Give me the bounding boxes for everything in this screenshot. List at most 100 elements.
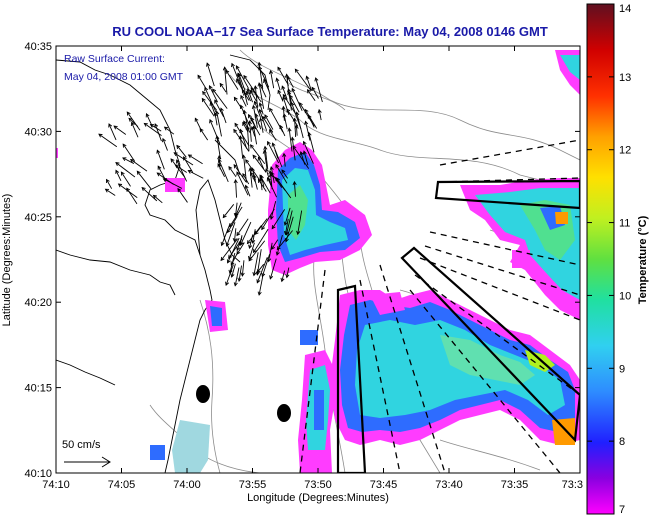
current-vector bbox=[98, 133, 118, 148]
current-vector bbox=[255, 113, 262, 130]
current-vector bbox=[303, 151, 309, 166]
current-vector bbox=[305, 121, 311, 141]
current-vector bbox=[115, 162, 136, 178]
current-vector bbox=[277, 67, 290, 86]
current-vector bbox=[249, 234, 254, 249]
current-vector bbox=[241, 260, 245, 276]
current-vector-head bbox=[248, 113, 252, 119]
current-vector bbox=[263, 79, 270, 92]
current-vector bbox=[258, 273, 264, 296]
current-vector-head bbox=[281, 169, 286, 174]
current-vector-head bbox=[290, 136, 295, 141]
current-vector-head bbox=[228, 165, 233, 171]
current-vector bbox=[260, 118, 264, 133]
current-vector bbox=[177, 188, 188, 203]
current-vector bbox=[318, 109, 322, 121]
current-vector-head bbox=[187, 170, 192, 174]
current-vector-head bbox=[236, 231, 241, 237]
current-vector-head bbox=[149, 123, 155, 128]
current-vector-head bbox=[284, 73, 289, 78]
current-vector-head bbox=[257, 156, 262, 161]
y-axis-label: Latitude (Degrees:Minutes) bbox=[1, 194, 13, 327]
current-vector-head bbox=[289, 94, 294, 99]
current-vector bbox=[236, 218, 249, 236]
current-vector-head bbox=[236, 171, 241, 176]
x-tick-label: 74:10 bbox=[42, 479, 70, 491]
current-vector bbox=[269, 108, 284, 133]
current-vector-head bbox=[251, 239, 256, 244]
current-vector-head bbox=[281, 85, 286, 90]
current-vector-head bbox=[269, 275, 274, 280]
current-vector-head bbox=[253, 248, 257, 254]
current-vector bbox=[113, 125, 127, 135]
current-vector bbox=[281, 270, 286, 282]
current-vector bbox=[267, 141, 280, 164]
current-vector bbox=[218, 159, 229, 183]
legend-line-2: May 04, 2008 01:00 GMT bbox=[64, 71, 184, 83]
current-vector-head bbox=[176, 159, 180, 164]
current-vector-head bbox=[187, 154, 193, 159]
x-tick-label: 73:55 bbox=[239, 479, 267, 491]
current-vector bbox=[240, 221, 252, 246]
current-vector bbox=[287, 76, 294, 88]
colorbar-tick-label: 8 bbox=[619, 436, 625, 448]
x-tick-label: 73:45 bbox=[370, 479, 398, 491]
current-vector-head bbox=[239, 128, 244, 134]
current-vector-head bbox=[136, 170, 141, 175]
current-vector bbox=[118, 183, 138, 198]
current-vector bbox=[286, 108, 299, 127]
current-vector bbox=[241, 89, 250, 101]
current-vector-head bbox=[156, 149, 161, 154]
y-tick-label: 40:20 bbox=[24, 297, 52, 309]
current-vector-head bbox=[258, 66, 263, 71]
current-vector bbox=[264, 114, 274, 130]
current-vector-head bbox=[233, 96, 238, 101]
current-vector bbox=[144, 123, 162, 136]
legend-line-1: Raw Surface Current: bbox=[64, 53, 165, 65]
current-vector-head bbox=[130, 121, 135, 127]
current-vector-head bbox=[246, 87, 251, 93]
current-vector-head bbox=[115, 169, 120, 174]
current-vector-head bbox=[287, 127, 292, 132]
current-vector bbox=[126, 111, 141, 131]
current-vector bbox=[243, 91, 248, 106]
current-vector bbox=[286, 267, 290, 278]
current-vector bbox=[248, 240, 266, 262]
current-vector-head bbox=[108, 123, 113, 128]
current-vector bbox=[261, 208, 275, 230]
current-vector-head bbox=[243, 120, 247, 125]
current-vector bbox=[249, 168, 253, 188]
current-vector-head bbox=[126, 187, 131, 192]
current-vector bbox=[227, 215, 238, 233]
current-vector bbox=[276, 178, 292, 199]
current-vector-head bbox=[296, 230, 301, 236]
current-vector bbox=[220, 238, 238, 261]
current-vector bbox=[231, 263, 236, 278]
current-vector-head bbox=[257, 291, 262, 296]
current-vector bbox=[260, 178, 263, 191]
current-vector-head bbox=[245, 159, 250, 164]
current-vector-head bbox=[266, 177, 271, 182]
current-vector-head bbox=[231, 62, 235, 68]
current-vector-head bbox=[245, 125, 250, 130]
current-vector bbox=[271, 239, 279, 250]
current-vector bbox=[249, 90, 257, 102]
map-title: RU COOL NOAA−17 Sea Surface Temperature:… bbox=[112, 24, 548, 39]
current-vector bbox=[291, 88, 303, 112]
sst-patches bbox=[56, 50, 580, 473]
current-vector-head bbox=[259, 174, 264, 179]
current-vector bbox=[276, 235, 283, 256]
current-vector-head bbox=[143, 122, 148, 127]
current-vector-head bbox=[302, 140, 307, 146]
current-vector bbox=[164, 126, 175, 135]
current-vector-head bbox=[104, 188, 110, 193]
current-vector-head bbox=[212, 88, 217, 93]
current-vector bbox=[175, 164, 187, 173]
current-vector-head bbox=[249, 144, 254, 149]
current-vector-head bbox=[232, 237, 237, 243]
current-vector bbox=[286, 74, 290, 97]
current-vector bbox=[235, 202, 242, 217]
current-vector bbox=[247, 225, 262, 244]
colorbar-label: Temperature (°C) bbox=[637, 215, 649, 304]
